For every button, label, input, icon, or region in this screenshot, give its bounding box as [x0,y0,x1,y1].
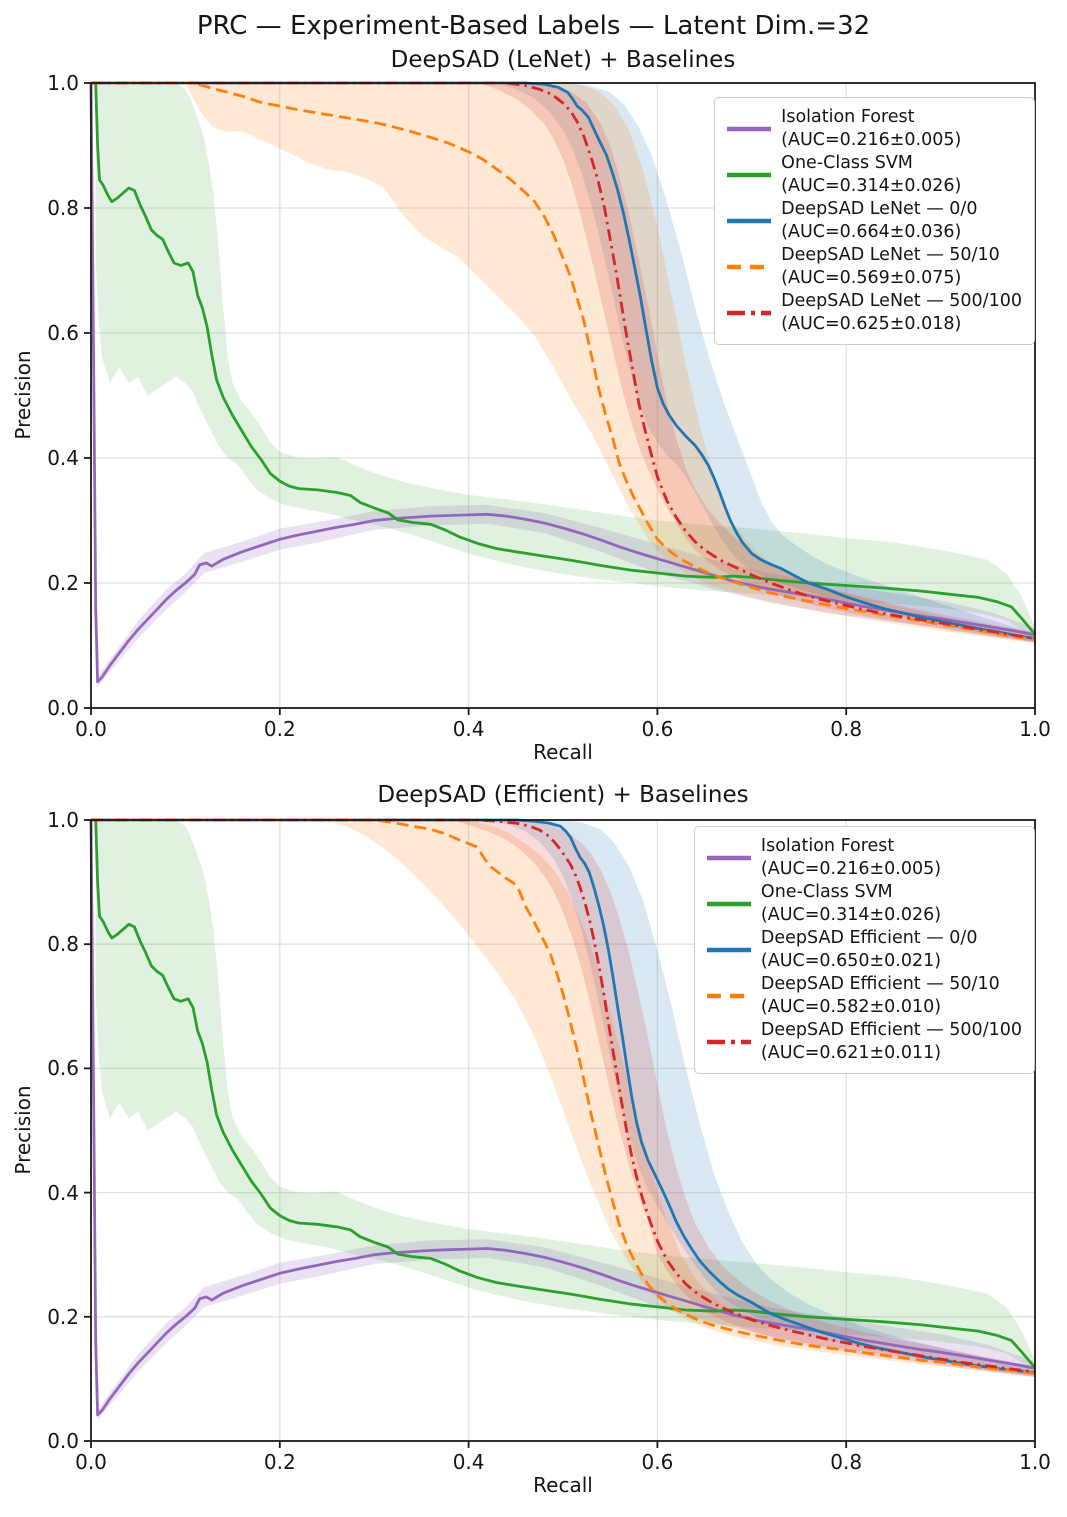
legend-series-auc: (AUC=0.569±0.075) [781,268,962,288]
curve-isolation-forest [89,819,1036,1417]
curve-deepsad-efficient-0-0 [91,818,1036,1375]
legend-series-name: One-Class SVM [781,153,913,173]
x-tick-label: 0.0 [75,717,107,741]
curve-isolation-forest [89,82,1036,684]
confidence-band-one-class-svm [95,83,1035,638]
y-tick-label: 0.0 [47,1429,79,1453]
curve-one-class-svm [91,818,1037,1369]
y-tick-label: 0.8 [47,196,79,220]
y-axis-label-top: Precision [11,350,35,440]
legend-swatch-solid-line-icon [727,172,772,178]
legend-item-isolation-forest: Isolation Forest (AUC=0.216±0.005) [727,106,1022,152]
y-tick-label: 0.2 [47,1304,79,1329]
legend-swatch-solid-line-icon [727,218,772,224]
legend-swatch-solid-line-icon [706,947,751,953]
curve-one-class-svm [91,81,1037,636]
x-tick-label: 0.2 [263,717,296,741]
legend-series-name: Isolation Forest [781,107,915,127]
legend-item-deepsad-lenet-500-100: DeepSAD LeNet — 500/100 (AUC=0.625±0.018) [727,290,1022,336]
y-tick-label: 1.0 [47,808,79,832]
x-tick-label: 0.8 [830,717,863,741]
x-tick-label: 0.6 [641,717,674,741]
legend-swatch-dashdot-line-icon [706,1039,751,1045]
legend-swatch-dashdot-line-icon [727,310,772,316]
y-tick-label: 0.4 [47,1180,79,1205]
y-tick-label: 0.6 [47,321,79,345]
legend-series-auc: (AUC=0.650±0.021) [760,951,942,971]
subplot-title-efficient: DeepSAD (Efficient) + Baselines [377,782,749,808]
x-tick-label: 0.8 [830,1450,863,1474]
y-tick-label: 0.0 [47,696,79,720]
x-tick-label: 1.0 [1019,1450,1051,1474]
legend-series-name: DeepSAD LeNet — 500/100 [781,291,1022,311]
legend-lenet: Isolation Forest (AUC=0.216±0.005) One-Cla… [714,97,1035,345]
y-tick-label: 1.0 [47,71,79,95]
x-tick-label: 0.4 [452,1450,485,1474]
figure-title: PRC — Experiment-Based Labels — Latent D… [196,11,871,41]
legend-swatch-dashed-line-icon [727,264,772,270]
x-axis-label-top: Recall [533,740,593,764]
legend-efficient: Isolation Forest (AUC=0.216±0.005) One-Cla… [693,826,1035,1074]
confidence-band-isolation-forest [93,333,1036,687]
legend-item-one-class-svm: One-Class SVM (AUC=0.314±0.026) [706,881,1022,927]
legend-series-auc: (AUC=0.216±0.005) [781,130,962,150]
subplot-title-lenet: DeepSAD (LeNet) + Baselines [390,47,736,73]
y-tick-label: 0.2 [47,571,79,595]
y-tick-label: 0.8 [47,932,79,957]
legend-series-auc: (AUC=0.314±0.026) [781,176,962,196]
x-tick-label: 0.2 [263,1450,296,1474]
legend-item-isolation-forest: Isolation Forest (AUC=0.216±0.005) [706,835,1022,881]
legend-series-auc: (AUC=0.314±0.026) [760,905,942,925]
confidence-band-deepsad-efficient-50-10 [91,820,1035,1377]
axes-frame [90,819,1036,1442]
legend-swatch-dashed-line-icon [706,993,751,999]
legend-series-auc: (AUC=0.664±0.036) [781,222,962,242]
x-tick-label: 0.6 [641,1450,674,1474]
confidence-band-deepsad-lenet-50-10 [91,83,1035,643]
legend-swatch-solid-line-icon [727,126,772,132]
legend-series-name: DeepSAD LeNet — 0/0 [781,199,978,219]
curve-deepsad-lenet-0-0 [91,81,1036,640]
plot-area-1 [84,818,1037,1448]
legend-series-auc: (AUC=0.216±0.005) [760,859,942,879]
legend-item-deepsad-efficient-50-10: DeepSAD Efficient — 50/10 (AUC=0.582±0.01… [706,973,1022,1019]
legend-series-name: Isolation Forest [760,836,895,856]
curve-deepsad-lenet-500-100 [91,81,1036,640]
axes-frame [90,82,1036,709]
legend-item-deepsad-lenet-50-10: DeepSAD LeNet — 50/10 (AUC=0.569±0.075) [727,244,1022,290]
y-tick-label: 0.6 [47,1056,79,1081]
legend-series-name: DeepSAD Efficient — 0/0 [760,928,978,948]
confidence-band-one-class-svm [95,820,1035,1372]
legend-item-deepsad-efficient-0-0: DeepSAD Efficient — 0/0 (AUC=0.650±0.021) [706,927,1022,973]
legend-series-auc: (AUC=0.625±0.018) [781,314,962,334]
legend-item-one-class-svm: One-Class SVM (AUC=0.314±0.026) [727,152,1022,198]
legend-series-auc: (AUC=0.621±0.011) [760,1043,942,1063]
legend-swatch-solid-line-icon [706,855,751,861]
x-tick-label: 0.0 [75,1450,107,1474]
legend-series-name: DeepSAD Efficient — 50/10 [760,974,1000,994]
x-tick-label: 0.4 [452,717,485,741]
curve-deepsad-lenet-50-10 [91,81,1036,641]
legend-series-auc: (AUC=0.582±0.010) [760,997,942,1017]
legend-series-name: One-Class SVM [760,882,893,902]
y-tick-label: 0.4 [47,446,79,470]
legend-series-name: DeepSAD Efficient — 500/100 [760,1020,1022,1040]
legend-series-name: DeepSAD LeNet — 50/10 [781,245,1000,265]
curve-deepsad-efficient-50-10 [91,818,1036,1375]
x-tick-label: 1.0 [1019,717,1051,741]
legend-item-deepsad-lenet-0-0: DeepSAD LeNet — 0/0 (AUC=0.664±0.036) [727,198,1022,244]
y-axis-label-bottom: Precision [11,1085,35,1175]
legend-item-deepsad-efficient-500-100: DeepSAD Efficient — 500/100 (AUC=0.621±0.… [706,1019,1022,1065]
legend-swatch-solid-line-icon [706,901,751,907]
curve-deepsad-efficient-500-100 [91,818,1036,1374]
x-axis-label-bottom: Recall [533,1473,593,1497]
